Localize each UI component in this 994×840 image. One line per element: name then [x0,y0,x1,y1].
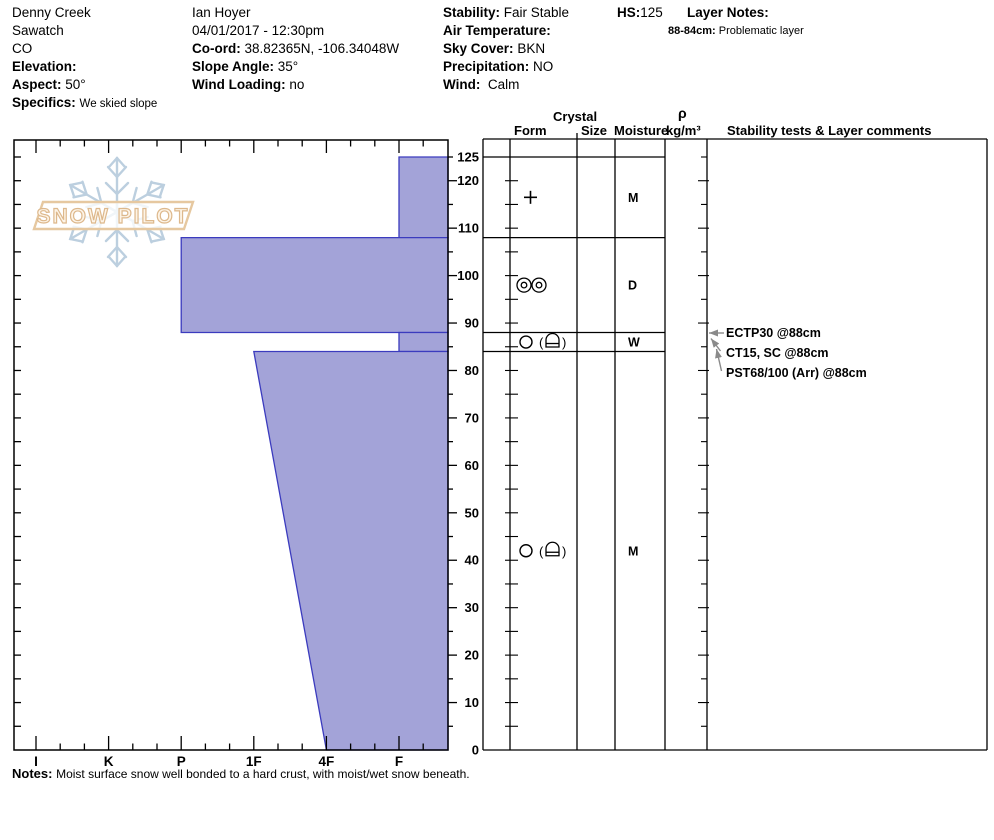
header-form: Form [514,123,547,138]
elevation-line: Elevation: [12,59,77,74]
stability-test-label: PST68/100 (Arr) @88cm [726,366,867,380]
pit-notes: Notes: Moist surface snow well bonded to… [12,766,470,781]
logo-banner [32,200,195,231]
wind-loading-line: Wind Loading: no [192,77,305,92]
logo-text: SNOW PILOT [37,205,190,228]
header-density-units: kg/m³ [666,123,701,138]
header-crystal: Crystal [553,109,598,124]
paren-open: ( [539,335,544,350]
wind-line: Wind: Calm [443,77,520,92]
circle [519,544,533,558]
depth-tick-label: 40 [465,553,479,568]
depth-tick-label: 60 [465,458,479,473]
grain-form-double-circles-icon [516,277,547,293]
mountain-range: Sawatch [12,23,64,38]
observation-datetime: 04/01/2017 - 12:30pm [192,23,325,38]
crust-glyph [545,332,560,348]
slope-angle-line: Slope Angle: 35° [192,59,299,74]
header-moisture: Moisture [614,123,669,138]
aspect-line: Aspect: 50° [12,77,86,92]
grain-form-circle-crust-icon: () [519,332,566,350]
moisture-code: M [628,544,638,558]
depth-tick-label: 125 [457,150,479,165]
depth-tick-label: 120 [457,173,479,188]
depth-tick-label: 70 [465,410,479,425]
depth-tick-label: 50 [465,505,479,520]
site-name: Denny Creek [12,5,91,20]
circle [520,281,528,289]
circle [535,281,543,289]
state: CO [12,41,33,56]
hardness-layer [398,156,449,239]
depth-tick-label: 0 [472,743,479,758]
moisture-code: W [628,336,640,350]
hardness-label: 1F [246,754,262,769]
circle [516,277,532,293]
depth-tick-label: 20 [465,648,479,663]
depth-tick-label: 100 [457,268,479,283]
test-pointer-arrow [710,338,722,352]
specifics-line: Specifics: We skied slope [12,95,158,110]
hardness-layer [180,236,449,334]
grain-form-circle-crust-icon: () [519,541,566,559]
plot-border [13,139,449,751]
plot-and-table-frame [13,133,988,751]
air-temp-line: Air Temperature: [443,23,551,38]
circle [519,335,533,349]
hardness-label: 4F [319,754,335,769]
depth-tick-label: 80 [465,363,479,378]
hardness-label: K [104,754,114,769]
test-pointer-arrow [715,348,723,372]
stability-line: Stability: Fair Stable [443,5,570,20]
header-density-rho: ρ [678,105,687,121]
layer-note-entry: 88-84cm: Problematic layer [668,25,804,37]
stability-test-label: ECTP30 @88cm [726,326,821,340]
precipitation-line: Precipitation: NO [443,59,554,74]
paren-close: ) [562,335,566,350]
stability-test-label: CT15, SC @88cm [726,346,829,360]
snowpilot-watermark: SNOW PILOT [32,156,195,268]
layer-notes-title: Layer Notes: [687,5,769,20]
sky-cover-line: Sky Cover: BKN [443,41,546,56]
crust-glyph [545,541,560,557]
hardness-label: F [395,754,403,769]
hardness-label: I [34,754,38,769]
observer-name: Ian Hoyer [192,5,251,20]
paren-close: ) [562,544,566,559]
moisture-code: M [628,191,638,205]
moisture-code: D [628,279,637,293]
header-stability-tests: Stability tests & Layer comments [727,123,932,138]
depth-tick-label: 10 [465,695,479,710]
grain-form-plus-icon [524,190,537,204]
header-size: Size [581,123,608,138]
depth-tick-label: 90 [465,316,479,331]
snow-height-line: HS:125 [617,5,663,20]
coordinates-line: Co-ord: 38.82365N, -106.34048W [192,41,400,56]
hardness-layer [253,350,449,751]
hardness-label: P [177,754,186,769]
hardness-layer [398,331,449,353]
depth-tick-label: 30 [465,600,479,615]
paren-open: ( [539,544,544,559]
depth-tick-label: 110 [458,221,479,236]
circle [531,277,547,293]
